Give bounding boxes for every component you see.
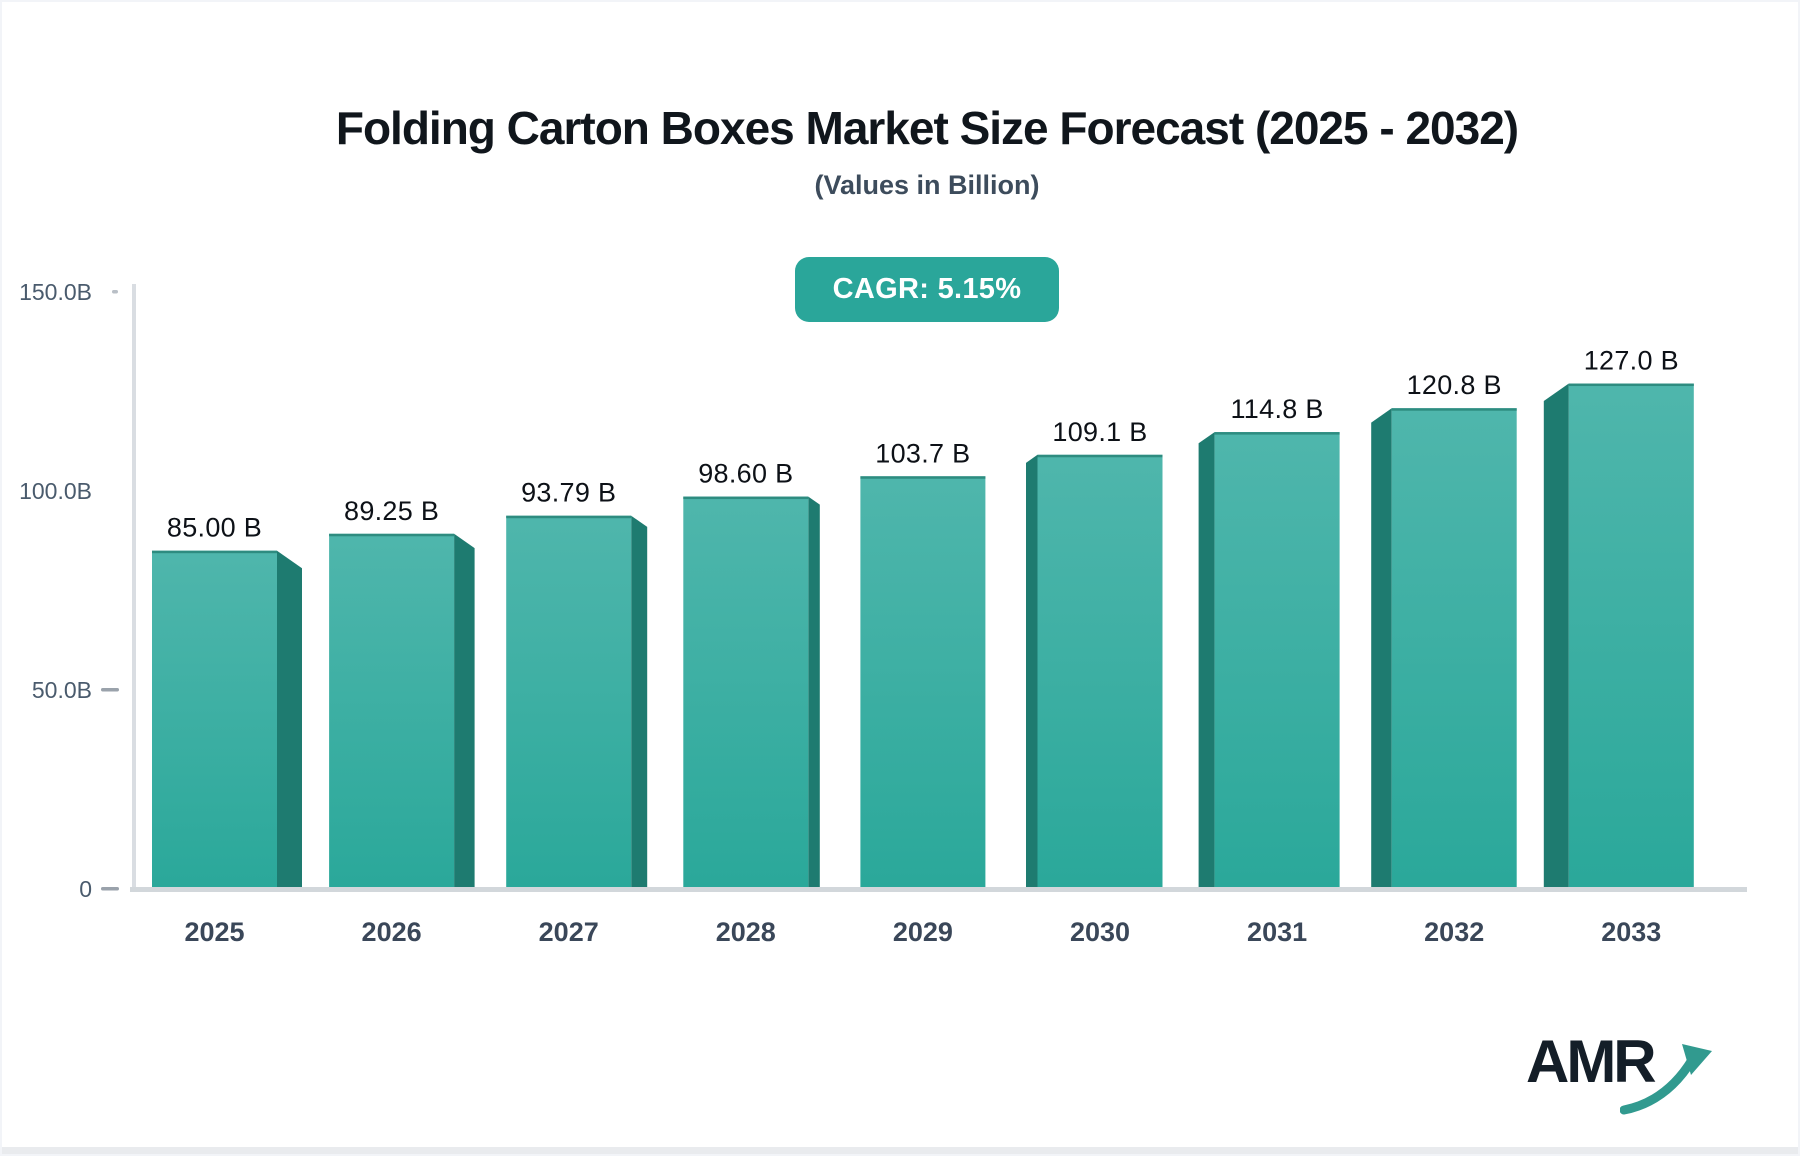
bar [1214,432,1340,890]
bar [506,515,632,890]
bar-top-edge [683,496,809,500]
bar-group: 98.60 B 2028 [683,459,820,947]
bar-side-face [1026,454,1038,890]
bar-group: 103.7 B 2029 [860,438,986,947]
bar [683,496,809,890]
x-axis-label: 2033 [1601,917,1661,947]
bar [860,476,986,890]
x-axis-label: 2030 [1070,917,1130,947]
bar [329,533,455,890]
y-axis-line [132,284,136,891]
bar [1568,383,1694,890]
bar-top-edge [329,533,455,537]
bar-value-label: 85.00 B [167,513,262,543]
bar [1037,454,1163,890]
chart-subtitle: (Values in Billion) [814,170,1040,200]
x-axis-label: 2027 [539,917,599,947]
bar-value-label: 89.25 B [344,496,439,526]
x-axis-label: 2025 [184,917,244,947]
bottom-strip [2,1147,1798,1154]
bar-side-face [808,496,820,890]
bar-top-edge [152,550,277,554]
bar-value-label: 98.60 B [698,459,793,489]
bar-value-label: 109.1 B [1052,417,1147,447]
growth-arrow-icon [1619,1044,1712,1115]
y-tick-mark [101,688,119,692]
bar-chart: 150.0B 100.0B 50.0B 0 85.00 B 2025 89.25 B 2026… [19,279,1747,947]
bar-side-face [1543,383,1569,890]
bar-top-edge [860,476,986,479]
bar-side-face [1198,432,1215,890]
bar-side-face [1371,408,1392,890]
x-axis-label: 2026 [362,917,422,947]
amr-logo-text: AMR [1526,1028,1657,1095]
bar-value-label: 93.79 B [521,478,616,508]
y-tick-mark [101,887,119,891]
bar-top-edge [1037,454,1163,458]
y-tick-label: 50.0B [32,677,92,703]
y-tick-label: 0 [79,876,92,902]
bar-group: 109.1 B 2030 [1026,417,1163,947]
y-tick-label: 150.0B [19,279,92,305]
bar-value-label: 103.7 B [875,438,970,468]
bar-value-label: 114.8 B [1231,394,1324,424]
bar-group: 93.79 B 2027 [506,478,648,947]
bar-group: 120.8 B 2032 [1371,370,1517,947]
x-axis-label: 2031 [1247,917,1307,947]
bar-top-edge [1391,408,1517,411]
bar-top-edge [1214,432,1340,435]
bar-value-label: 127.0 B [1584,346,1679,376]
y-tick-label: 100.0B [19,478,92,504]
amr-logo: AMR [1526,1032,1716,1122]
bar-group: 114.8 B 2031 [1198,394,1340,947]
bar [1391,408,1517,890]
chart-title: Folding Carton Boxes Market Size Forecas… [335,102,1519,154]
x-axis-label: 2032 [1424,917,1484,947]
x-axis-line [130,887,1747,892]
bar-side-face [454,533,475,890]
x-axis-label: 2029 [893,917,953,947]
bar-top-edge [1568,383,1694,387]
x-axis-label: 2028 [716,917,776,947]
bar-group: 89.25 B 2026 [329,496,475,947]
bar-side-face [631,515,648,890]
cagr-badge: CAGR: 5.15% [795,257,1059,322]
y-tick-mark [112,290,118,294]
bar-top-edge [506,515,632,519]
bar-side-face [277,550,302,890]
bar-value-label: 120.8 B [1407,370,1502,400]
bar-group: 127.0 B 2033 [1543,346,1694,947]
bar [152,550,277,890]
bar-group: 85.00 B 2025 [152,513,302,947]
